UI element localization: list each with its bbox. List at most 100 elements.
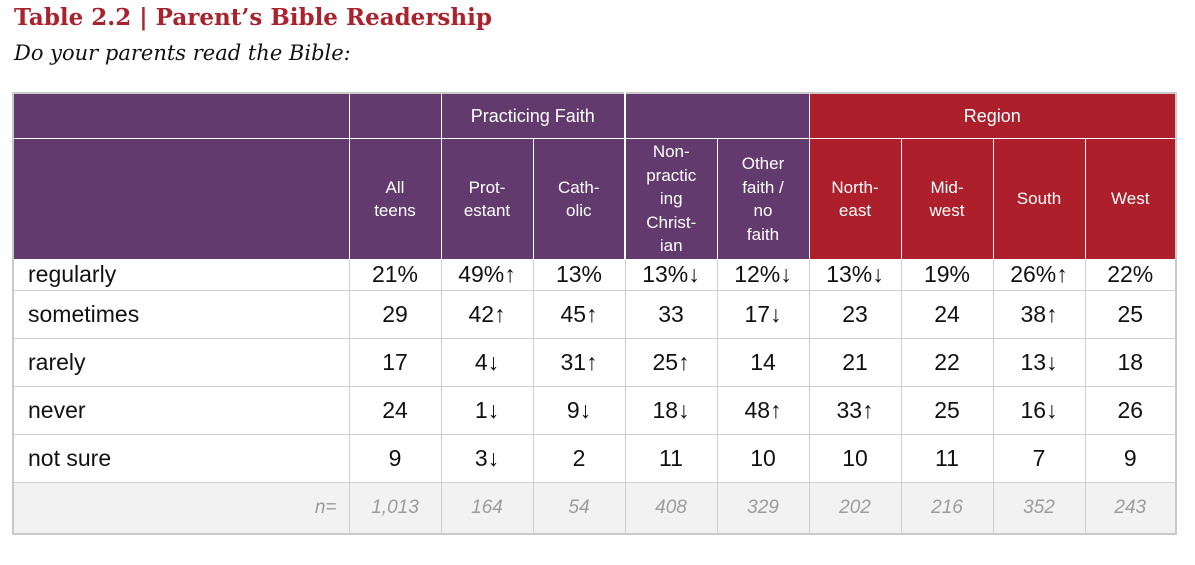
column-header-line: ing bbox=[659, 189, 683, 209]
sample-size-cell: 329 bbox=[716, 482, 810, 535]
group-header-row: Practicing Faith Region bbox=[12, 92, 1177, 139]
readership-table: Practicing Faith Region All teens Prot-est… bbox=[12, 92, 1177, 535]
row-label: not sure bbox=[12, 434, 350, 483]
table-cell: 16↓ bbox=[992, 386, 1086, 435]
column-header-line: Prot- bbox=[468, 177, 506, 197]
column-header-line: Other bbox=[741, 154, 785, 173]
column-header: All teens bbox=[348, 138, 442, 260]
table-row: never 24 1↓ 9↓ 18↓ 48↑ 33↑ 25 16↓ 26 bbox=[12, 386, 1177, 435]
sample-size-row: n= 1,013 164 54 408 329 202 216 352 243 bbox=[12, 482, 1177, 535]
table-cell: 3↓ bbox=[440, 434, 534, 483]
column-header-line: east bbox=[838, 201, 872, 220]
column-header-line: West bbox=[1111, 189, 1150, 209]
table-cell: 18↓ bbox=[624, 386, 718, 435]
table-cell: 29 bbox=[348, 290, 442, 339]
table-cell: 10 bbox=[808, 434, 902, 483]
table-cell: 13%↓ bbox=[808, 259, 902, 291]
sample-size-cell: 202 bbox=[808, 482, 902, 535]
table-cell: 13% bbox=[532, 259, 626, 291]
column-header-line: teens bbox=[374, 201, 416, 220]
table-title: Table 2.2 | Parent’s Bible Readership bbox=[14, 4, 492, 31]
column-header: Prot-estant bbox=[440, 138, 534, 260]
table-cell: 9 bbox=[348, 434, 442, 483]
column-header-line: ian bbox=[659, 236, 683, 256]
sample-size-label: n= bbox=[12, 482, 350, 535]
table-cell: 49%↑ bbox=[440, 259, 534, 291]
table-cell: 2 bbox=[532, 434, 626, 483]
table-cell: 45↑ bbox=[532, 290, 626, 339]
row-label: sometimes bbox=[12, 290, 350, 339]
header-corner-lower bbox=[12, 138, 350, 260]
table-cell: 33 bbox=[624, 290, 718, 339]
table-cell: 17↓ bbox=[716, 290, 810, 339]
sample-size-cell: 164 bbox=[440, 482, 534, 535]
table-cell: 4↓ bbox=[440, 338, 534, 387]
table-cell: 10 bbox=[716, 434, 810, 483]
column-header-line: Christ- bbox=[646, 212, 697, 232]
row-label: never bbox=[12, 386, 350, 435]
column-header: North-east bbox=[808, 138, 902, 260]
column-header-line: Cath- bbox=[557, 177, 600, 197]
column-header-line: North- bbox=[831, 177, 879, 197]
sample-size-cell: 1,013 bbox=[348, 482, 442, 535]
group-header-all bbox=[348, 92, 442, 139]
table-cell: 25 bbox=[1084, 290, 1177, 339]
table-cell: 7 bbox=[992, 434, 1086, 483]
table-row: sometimes 29 42↑ 45↑ 33 17↓ 23 24 38↑ 25 bbox=[12, 290, 1177, 339]
table-cell: 31↑ bbox=[532, 338, 626, 387]
table-cell: 26 bbox=[1084, 386, 1177, 435]
table-row: rarely 17 4↓ 31↑ 25↑ 14 21 22 13↓ 18 bbox=[12, 338, 1177, 387]
column-header-line: west bbox=[929, 201, 965, 220]
table-cell: 22% bbox=[1084, 259, 1177, 291]
table-cell: 25 bbox=[900, 386, 994, 435]
column-header: Other faith / no faith bbox=[716, 138, 810, 260]
column-header-line: Mid- bbox=[930, 177, 964, 197]
column-header-line: South bbox=[1016, 189, 1062, 209]
column-header: Non-practic ing Christ-ian bbox=[624, 138, 718, 260]
column-header-line: olic bbox=[565, 201, 592, 220]
sample-size-cell: 216 bbox=[900, 482, 994, 535]
table-cell: 19% bbox=[900, 259, 994, 291]
table-cell: 11 bbox=[900, 434, 994, 483]
table-cell: 21 bbox=[808, 338, 902, 387]
column-header-line: estant bbox=[463, 201, 511, 220]
table-cell: 18 bbox=[1084, 338, 1177, 387]
group-header-other bbox=[624, 92, 810, 139]
sample-size-cell: 243 bbox=[1084, 482, 1177, 535]
table-cell: 22 bbox=[900, 338, 994, 387]
sample-size-cell: 408 bbox=[624, 482, 718, 535]
table-cell: 17 bbox=[348, 338, 442, 387]
table-cell: 26%↑ bbox=[992, 259, 1086, 291]
group-header-region: Region bbox=[808, 92, 1177, 139]
table-cell: 9 bbox=[1084, 434, 1177, 483]
table-cell: 13%↓ bbox=[624, 259, 718, 291]
table-row: not sure 9 3↓ 2 11 10 10 11 7 9 bbox=[12, 434, 1177, 483]
column-header-line: Non- bbox=[652, 142, 690, 162]
table-cell: 24 bbox=[348, 386, 442, 435]
sample-size-cell: 54 bbox=[532, 482, 626, 535]
table-cell: 12%↓ bbox=[716, 259, 810, 291]
table-subtitle: Do your parents read the Bible: bbox=[14, 41, 351, 65]
column-header-line: All bbox=[385, 177, 405, 197]
table-cell: 24 bbox=[900, 290, 994, 339]
sample-size-cell: 352 bbox=[992, 482, 1086, 535]
table-row: regularly 21% 49%↑ 13% 13%↓ 12%↓ 13%↓ 19% 26%↑ 22… bbox=[12, 259, 1177, 291]
table-cell: 13↓ bbox=[992, 338, 1086, 387]
column-header: Mid-west bbox=[900, 138, 994, 260]
column-header-line: faith / bbox=[742, 177, 784, 197]
table-cell: 9↓ bbox=[532, 386, 626, 435]
table-cell: 38↑ bbox=[992, 290, 1086, 339]
row-label: regularly bbox=[12, 259, 350, 291]
table-cell: 48↑ bbox=[716, 386, 810, 435]
table-cell: 23 bbox=[808, 290, 902, 339]
table-cell: 21% bbox=[348, 259, 442, 291]
column-header-row: All teens Prot-estant Cath-olic Non-practic i… bbox=[12, 138, 1177, 260]
row-label: rarely bbox=[12, 338, 350, 387]
column-header-line: practic bbox=[646, 165, 697, 185]
header-corner bbox=[12, 92, 350, 139]
column-header: South bbox=[992, 138, 1086, 260]
column-header: West bbox=[1084, 138, 1177, 260]
table-cell: 42↑ bbox=[440, 290, 534, 339]
table-cell: 25↑ bbox=[624, 338, 718, 387]
table-cell: 1↓ bbox=[440, 386, 534, 435]
